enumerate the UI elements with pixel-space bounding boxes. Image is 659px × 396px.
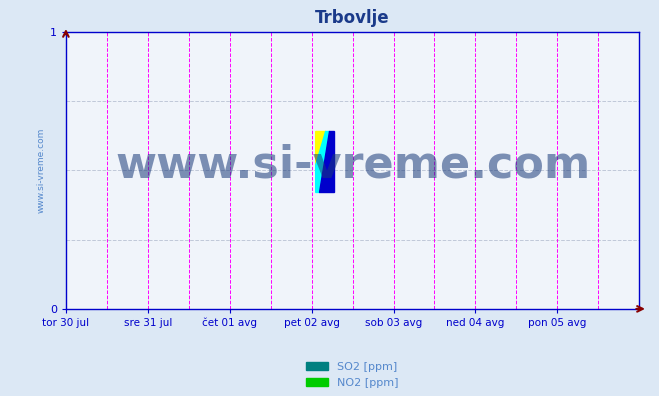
Polygon shape: [320, 131, 333, 192]
Polygon shape: [316, 131, 330, 192]
Polygon shape: [316, 131, 326, 165]
Title: Trbovlje: Trbovlje: [315, 10, 390, 27]
Legend: SO2 [ppm], NO2 [ppm]: SO2 [ppm], NO2 [ppm]: [302, 358, 403, 392]
Bar: [316, 131, 333, 192]
Text: www.si-vreme.com: www.si-vreme.com: [115, 143, 590, 186]
Y-axis label: www.si-vreme.com: www.si-vreme.com: [37, 128, 45, 213]
